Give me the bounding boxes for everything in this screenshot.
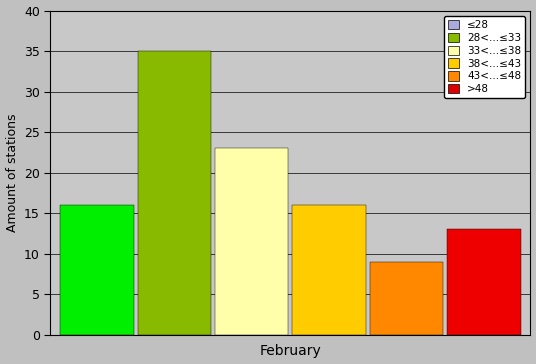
Bar [292, 205, 366, 335]
Bar [447, 229, 521, 335]
Legend: ≤28, 28<...≤33, 33<...≤38, 38<...≤43, 43<...≤48, >48: ≤28, 28<...≤33, 33<...≤38, 38<...≤43, 43… [444, 16, 525, 99]
Bar [60, 205, 133, 335]
Bar [215, 148, 288, 335]
Bar [138, 51, 211, 335]
Bar [370, 262, 443, 335]
Y-axis label: Amount of stations: Amount of stations [5, 114, 19, 232]
